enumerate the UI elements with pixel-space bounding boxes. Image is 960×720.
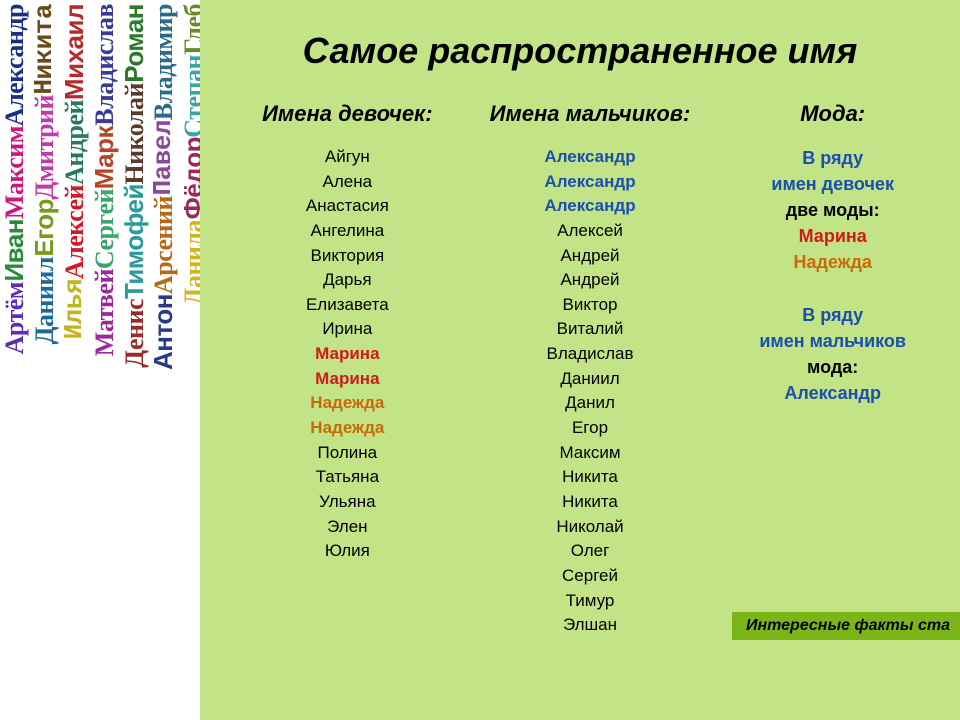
sidebar-name: Алексей — [60, 185, 90, 279]
girls-list: АйгунАленаАнастасияАнгелинаВикторияДарья… — [230, 145, 465, 564]
sidebar-name: Илья — [60, 279, 90, 339]
list-item: Ирина — [230, 317, 465, 342]
sidebar-name: Сергей — [90, 189, 120, 269]
desc-line: Александр — [715, 380, 950, 406]
list-item: Виталий — [473, 317, 708, 342]
boys-header: Имена мальчиков: — [473, 101, 708, 127]
desc-line: В ряду — [715, 145, 950, 171]
list-item: Юлия — [230, 539, 465, 564]
sidebar-name: Александр — [0, 4, 30, 126]
list-item: Максим — [473, 441, 708, 466]
sidebar-name: Артём — [0, 282, 30, 354]
list-item: Олег — [473, 539, 708, 564]
sidebar-name: Андрей — [60, 100, 90, 185]
list-item: Александр — [473, 170, 708, 195]
page-title: Самое распространенное имя — [200, 0, 960, 83]
sidebar-name: Степан — [179, 55, 200, 138]
moda-header: Мода: — [715, 101, 950, 127]
sidebar-name: Николай — [120, 83, 150, 185]
facts-button[interactable]: Интересные факты ста — [732, 612, 960, 640]
list-item: Владислав — [473, 342, 708, 367]
sidebar-name: Арсений — [149, 196, 179, 294]
desc-line: имен мальчиков — [715, 328, 950, 354]
list-item: Александр — [473, 145, 708, 170]
list-item: Даниил — [473, 367, 708, 392]
list-item: Виктория — [230, 244, 465, 269]
sidebar-name: Михаил — [60, 4, 90, 100]
list-item: Ульяна — [230, 490, 465, 515]
desc-line: две моды: — [715, 197, 950, 223]
sidebar-name: Павел — [149, 120, 179, 196]
main-panel: Самое распространенное имя Имена девочек… — [200, 0, 960, 720]
sidebar-name: Глеб — [179, 4, 200, 55]
sidebar-name: Тимофей — [120, 184, 150, 299]
sidebar-names: АлександрМаксимИванАртём НикитаДмитрийЕго… — [0, 0, 200, 720]
sidebar-name: Иван — [0, 219, 30, 282]
list-item: Никита — [473, 465, 708, 490]
columns-row: Имена девочек: АйгунАленаАнастасияАнгели… — [200, 83, 960, 638]
list-item: Егор — [473, 416, 708, 441]
sidebar-name: Егор — [30, 199, 60, 257]
list-item: Надежда — [230, 416, 465, 441]
desc-line: мода: — [715, 354, 950, 380]
list-item: Николай — [473, 515, 708, 540]
list-item: Анастасия — [230, 194, 465, 219]
list-item: Сергей — [473, 564, 708, 589]
sidebar-name: Дмитрий — [30, 95, 60, 200]
sidebar-name: Данила — [179, 220, 200, 305]
sidebar-name: Матвей — [90, 269, 120, 356]
sidebar-name: Марк — [90, 126, 120, 189]
moda-column: Мода: В рядуимен девочекдве моды:МаринаН… — [715, 101, 950, 638]
list-item: Андрей — [473, 244, 708, 269]
list-item: Татьяна — [230, 465, 465, 490]
list-item: Виктор — [473, 293, 708, 318]
girls-header: Имена девочек: — [230, 101, 465, 127]
list-item: Данил — [473, 391, 708, 416]
desc-line: В ряду — [715, 302, 950, 328]
girls-column: Имена девочек: АйгунАленаАнастасияАнгели… — [230, 101, 465, 638]
sidebar-name: Никита — [30, 4, 60, 95]
sidebar-name: Владислав — [90, 4, 120, 126]
list-item: Марина — [230, 367, 465, 392]
desc-line — [715, 275, 950, 301]
list-item: Алена — [230, 170, 465, 195]
desc-line: имен девочек — [715, 171, 950, 197]
sidebar-name: Максим — [0, 126, 30, 219]
list-item: Никита — [473, 490, 708, 515]
boys-column: Имена мальчиков: АлександрАлександрАлекс… — [473, 101, 708, 638]
list-item: Тимур — [473, 589, 708, 614]
sidebar-name: Антон — [149, 294, 179, 370]
list-item: Надежда — [230, 391, 465, 416]
sidebar-name: Фёдор — [179, 137, 200, 219]
list-item: Марина — [230, 342, 465, 367]
moda-desc: В рядуимен девочекдве моды:МаринаНадежда… — [715, 145, 950, 406]
list-item: Элшан — [473, 613, 708, 638]
sidebar-name: Даниил — [30, 257, 60, 344]
list-item: Алексей — [473, 219, 708, 244]
list-item: Андрей — [473, 268, 708, 293]
sidebar-name: Денис — [120, 299, 150, 368]
list-item: Элен — [230, 515, 465, 540]
boys-list: АлександрАлександрАлександрАлексейАндрей… — [473, 145, 708, 638]
list-item: Ангелина — [230, 219, 465, 244]
desc-line: Надежда — [715, 249, 950, 275]
list-item: Полина — [230, 441, 465, 466]
list-item: Елизавета — [230, 293, 465, 318]
sidebar-name: Роман — [120, 4, 150, 83]
list-item: Айгун — [230, 145, 465, 170]
sidebar-name: Владимир — [149, 4, 179, 120]
list-item: Дарья — [230, 268, 465, 293]
list-item: Александр — [473, 194, 708, 219]
desc-line: Марина — [715, 223, 950, 249]
